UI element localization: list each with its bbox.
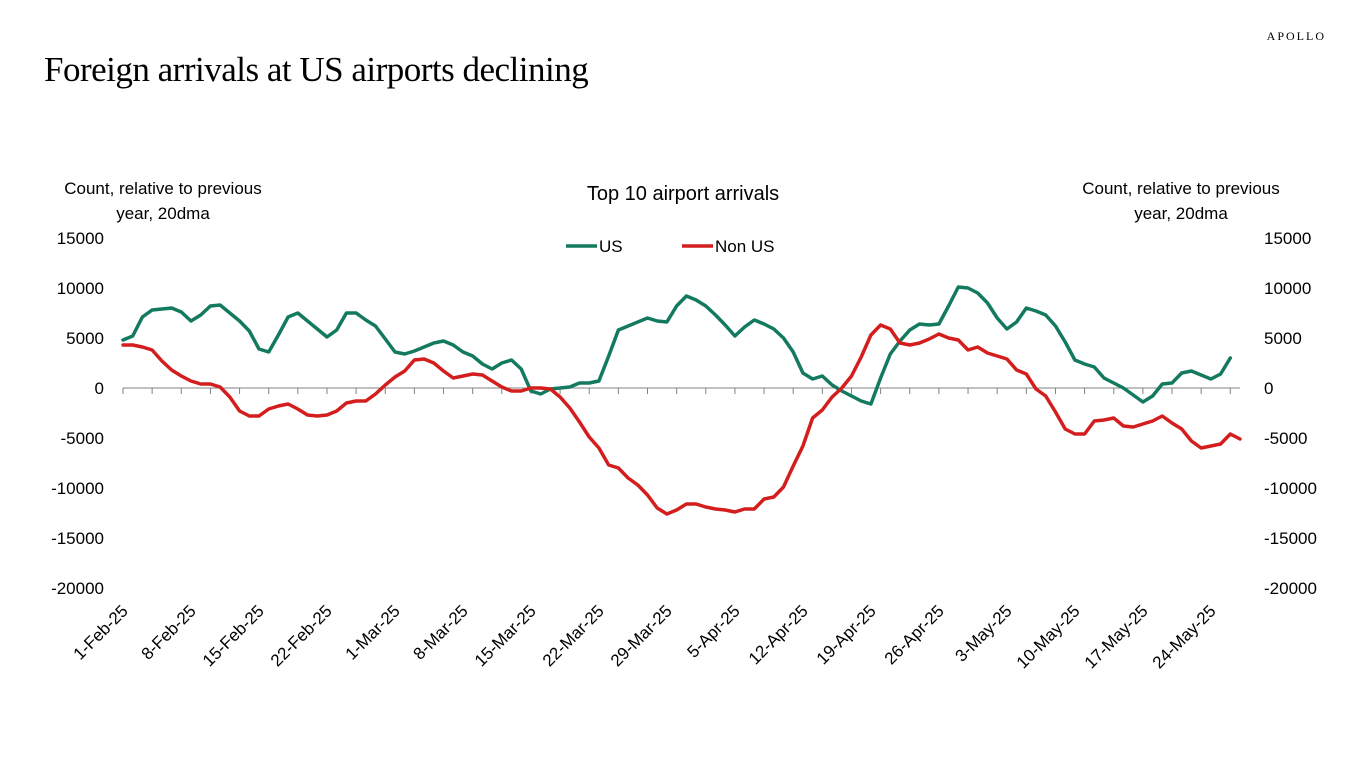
left-tick-label: 0 <box>95 379 104 398</box>
series-layer <box>121 285 1242 516</box>
right-axis-label-line1: Count, relative to previous <box>1082 179 1280 198</box>
series-line-non-us <box>121 323 1242 516</box>
legend-label-non-us: Non US <box>715 237 775 256</box>
right-tick-label: 10000 <box>1264 279 1311 298</box>
right-tick-label: 5000 <box>1264 329 1302 348</box>
x-tick-label: 1-Feb-25 <box>70 601 132 663</box>
left-tick-label: -20000 <box>51 579 104 598</box>
x-tick-label: 8-Mar-25 <box>410 601 472 663</box>
x-tick-label: 8-Feb-25 <box>138 601 200 663</box>
x-tick-label: 22-Feb-25 <box>267 601 336 670</box>
right-tick-label: -20000 <box>1264 579 1317 598</box>
x-tick-label: 19-Apr-25 <box>813 601 880 668</box>
right-tick-label: 0 <box>1264 379 1273 398</box>
x-tick-label: 24-May-25 <box>1149 601 1220 672</box>
x-tick-label: 17-May-25 <box>1081 601 1152 672</box>
left-tick-label: 5000 <box>66 329 104 348</box>
left-axis-label-line2: year, 20dma <box>116 204 210 223</box>
series-line-us <box>121 285 1233 406</box>
x-tick-label: 12-Apr-25 <box>745 601 812 668</box>
left-tick-label: 15000 <box>57 229 104 248</box>
x-axis: 1-Feb-25 8-Feb-25 15-Feb-25 22-Feb-25 1-Mar-… <box>70 387 1240 672</box>
left-axis: 15000 10000 5000 0 -5000 -10000 -15000 -20000 <box>51 229 104 598</box>
x-tick-label: 15-Feb-25 <box>199 601 268 670</box>
left-tick-label: -15000 <box>51 529 104 548</box>
legend-label-us: US <box>599 237 623 256</box>
x-tick-label: 29-Mar-25 <box>607 601 676 670</box>
x-tick-label: 3-May-25 <box>952 601 1016 665</box>
chart-title: Top 10 airport arrivals <box>587 183 779 205</box>
right-tick-label: -10000 <box>1264 479 1317 498</box>
right-tick-label: 15000 <box>1264 229 1311 248</box>
left-tick-label: 10000 <box>57 279 104 298</box>
x-tick-label: 10-May-25 <box>1013 601 1084 672</box>
right-axis-label-line2: year, 20dma <box>1134 204 1228 223</box>
legend: US Non US <box>566 237 775 256</box>
x-tick-label: 15-Mar-25 <box>471 601 540 670</box>
x-tick-label: 1-Mar-25 <box>342 601 404 663</box>
right-tick-label: -15000 <box>1264 529 1317 548</box>
x-tick-label: 5-Apr-25 <box>684 601 744 661</box>
left-tick-label: -10000 <box>51 479 104 498</box>
right-tick-label: -5000 <box>1264 429 1307 448</box>
page-title: Foreign arrivals at US airports declinin… <box>44 50 589 89</box>
left-axis-label-line1: Count, relative to previous <box>64 179 262 198</box>
x-tick-label: 22-Mar-25 <box>539 601 608 670</box>
left-tick-label: -5000 <box>61 429 104 448</box>
right-axis: 15000 10000 5000 0 -5000 -10000 -15000 -20000 <box>1264 229 1317 598</box>
brand-logo: APOLLO <box>1266 29 1326 43</box>
x-tick-label: 26-Apr-25 <box>881 601 948 668</box>
